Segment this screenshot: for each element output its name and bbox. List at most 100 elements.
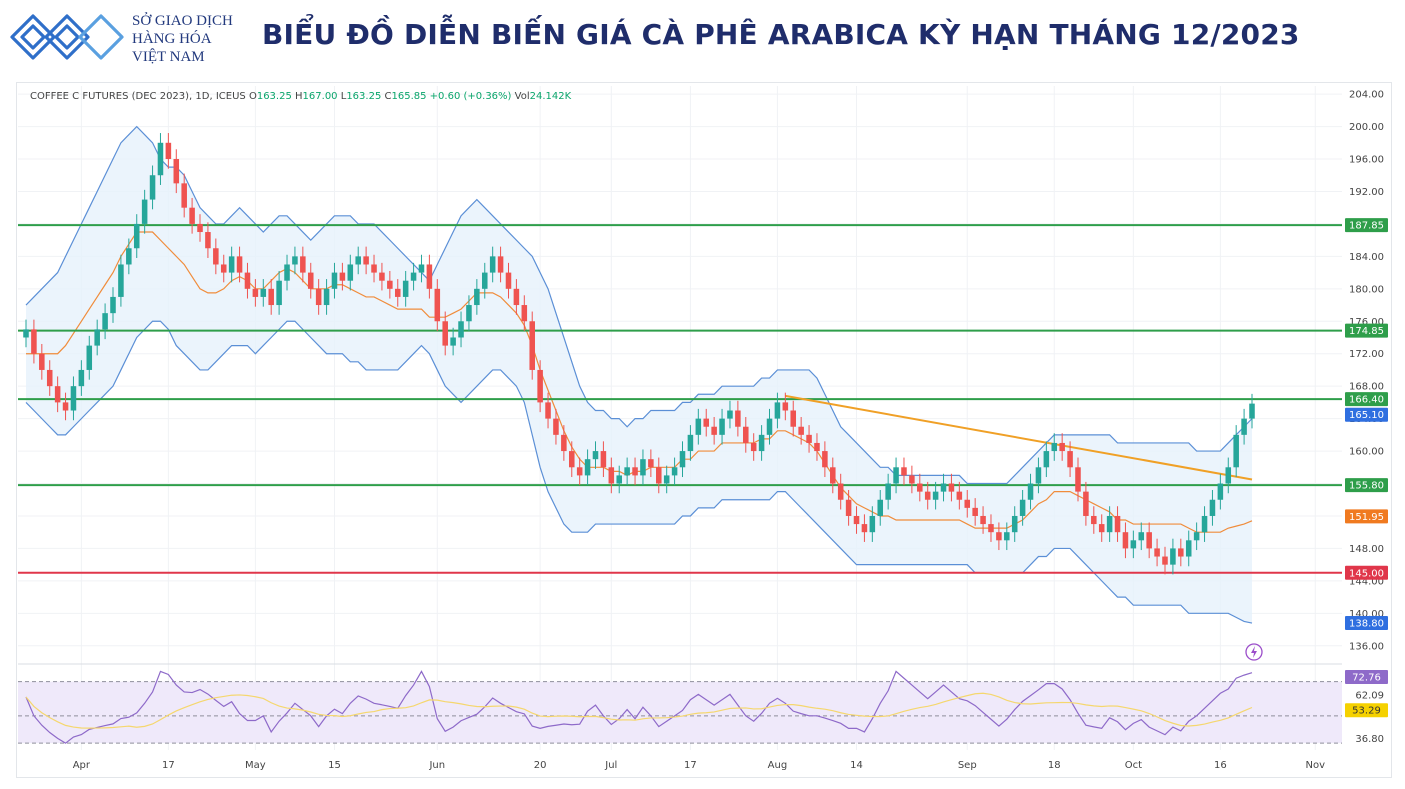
candle — [23, 329, 29, 338]
legend-info: COFFEE C FUTURES (DEC 2023), 1D, ICEUS O… — [30, 91, 571, 102]
x-tick-label: Jun — [428, 760, 445, 771]
candle — [853, 515, 860, 525]
lower-band-label-bg — [1345, 616, 1388, 631]
level-187-label-bg — [1345, 218, 1388, 233]
candle — [371, 264, 377, 273]
candle — [1178, 548, 1184, 557]
x-tick-label: Oct — [1125, 760, 1142, 771]
candle — [268, 288, 274, 306]
candle — [481, 272, 488, 289]
candle — [228, 256, 235, 273]
candle — [102, 313, 108, 330]
candle — [54, 386, 61, 403]
candle — [86, 345, 93, 370]
candle — [497, 256, 504, 273]
candle — [355, 256, 361, 265]
candle — [110, 296, 116, 314]
candle — [909, 475, 915, 484]
candle — [766, 418, 773, 435]
candle — [1019, 499, 1026, 516]
candle — [213, 248, 219, 265]
logo-line: SỞ GIAO DỊCH — [132, 13, 233, 29]
candle — [1233, 434, 1239, 468]
candle — [719, 418, 725, 435]
candle — [489, 256, 496, 273]
candle — [1114, 515, 1121, 533]
candle — [133, 223, 140, 249]
y-tick-label: 136.00 — [1349, 641, 1384, 652]
candle — [695, 418, 702, 435]
x-tick-label: 18 — [1048, 760, 1061, 771]
chart-frame — [16, 82, 1392, 778]
candle — [1027, 483, 1034, 500]
candle — [727, 410, 733, 419]
candle — [964, 499, 971, 508]
candle — [260, 288, 267, 297]
y-tick-label: 140.00 — [1349, 609, 1384, 620]
candle — [1209, 499, 1216, 516]
candle — [592, 451, 599, 460]
candle — [932, 491, 939, 500]
candle — [181, 183, 187, 208]
candle — [948, 483, 955, 492]
candle — [576, 467, 583, 476]
low-label: L — [340, 91, 347, 102]
x-tick-label: 15 — [328, 760, 341, 771]
rsi-ma-value-label-bg — [1345, 703, 1388, 718]
bollinger-band-fill — [26, 126, 1252, 624]
candle — [513, 288, 520, 306]
candle — [205, 232, 211, 249]
candle — [165, 142, 172, 160]
x-tick-label: 20 — [534, 760, 547, 771]
candle — [1083, 491, 1089, 516]
candle — [648, 459, 654, 468]
y-tick-label: 172.00 — [1349, 349, 1384, 360]
high-value: 167.00 — [302, 91, 338, 102]
candle — [584, 459, 591, 476]
candle — [1067, 451, 1073, 468]
candle — [252, 288, 259, 297]
candle — [861, 524, 868, 533]
candle — [790, 410, 797, 427]
candle — [442, 321, 448, 346]
level-166-label: 166.40 — [1349, 395, 1384, 406]
candle — [988, 524, 994, 533]
candle — [917, 483, 923, 492]
candle — [996, 532, 1002, 541]
x-tick-label: Sep — [958, 760, 977, 771]
candle — [458, 321, 464, 338]
candle — [323, 288, 330, 306]
candle — [292, 256, 298, 265]
candle — [782, 402, 789, 411]
candle — [244, 272, 251, 289]
candle — [466, 305, 472, 322]
candle — [600, 451, 607, 468]
candle — [703, 418, 710, 427]
alert-icon — [1245, 643, 1263, 661]
lightning-icon — [1251, 646, 1257, 658]
ma-value-label: 151.95 — [1349, 512, 1384, 523]
candle — [505, 272, 512, 289]
candle — [141, 199, 148, 224]
upper-band-line — [25, 125, 1253, 485]
change-value: +0.60 (+0.36%) — [429, 91, 512, 102]
candle — [300, 256, 306, 273]
moving-average-line — [26, 231, 1253, 533]
x-tick-label: Jul — [604, 760, 617, 771]
level-145-label: 145.00 — [1349, 568, 1384, 579]
candle — [901, 467, 907, 476]
candle — [347, 264, 354, 281]
candle — [1162, 556, 1168, 565]
candle — [980, 515, 986, 525]
y-tick-label: 180.00 — [1349, 284, 1384, 295]
open-value: 163.25 — [256, 91, 292, 102]
x-tick-label: Aug — [768, 760, 788, 771]
x-tick-label: 17 — [162, 760, 175, 771]
rsi-ma-value-label: 53.29 — [1352, 706, 1381, 717]
y-tick-label: 192.00 — [1349, 187, 1384, 198]
vol-value: 24.142K — [529, 91, 572, 102]
candle — [529, 321, 535, 370]
rsi-ma-line — [25, 692, 1253, 729]
candle — [1091, 515, 1097, 525]
